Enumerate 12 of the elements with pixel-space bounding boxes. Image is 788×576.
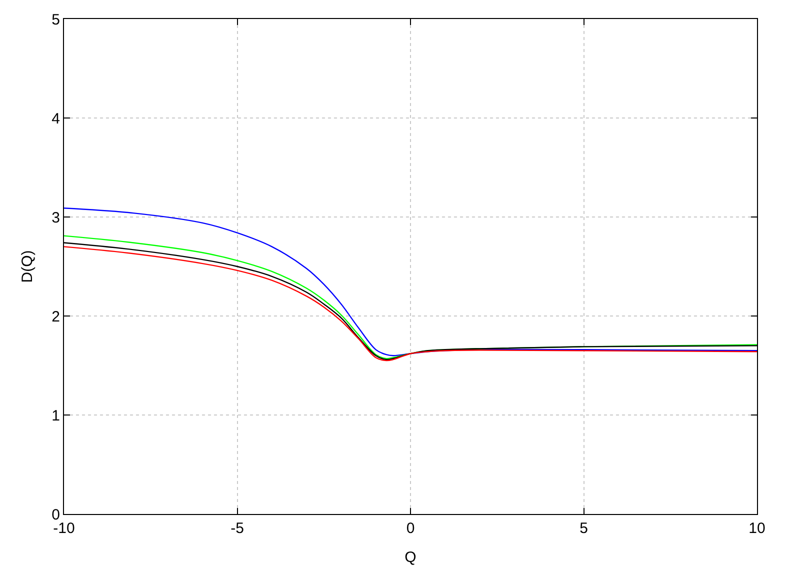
- y-tick-label: 1: [52, 407, 60, 424]
- y-tick-label: 5: [52, 11, 60, 28]
- x-tick-label: 0: [406, 520, 415, 537]
- y-axis-title: D(Q): [18, 250, 36, 283]
- x-tick-label: 5: [580, 520, 588, 537]
- x-tick-label: 10: [748, 520, 766, 537]
- y-tick-label: 4: [52, 110, 60, 128]
- x-axis-title: Q: [404, 549, 416, 566]
- y-tick-label: 3: [52, 209, 60, 226]
- y-tick-label: 2: [52, 308, 60, 326]
- x-tick-label: -5: [230, 520, 244, 537]
- line-series: [64, 207, 757, 356]
